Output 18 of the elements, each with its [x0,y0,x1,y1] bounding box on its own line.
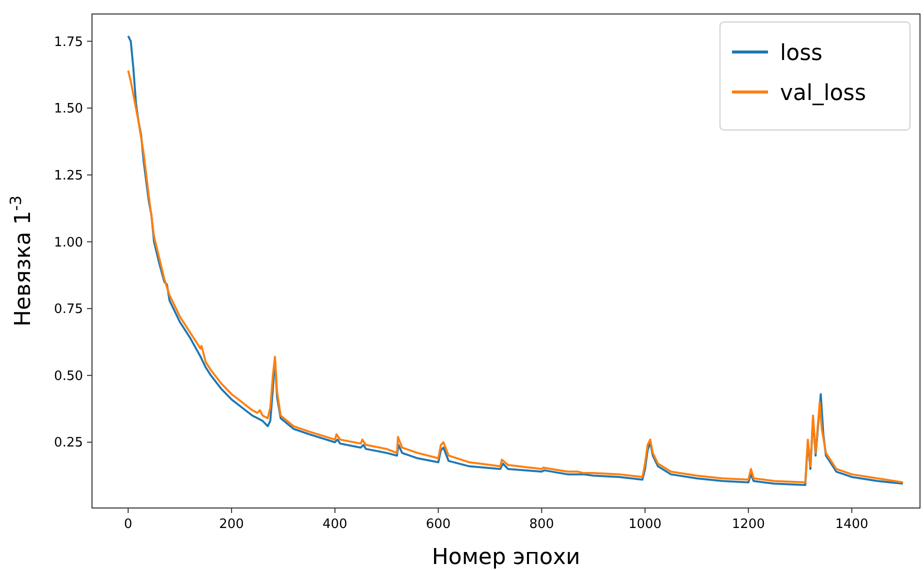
legend-label: loss [780,41,822,66]
y-tick-label: 0.75 [54,302,83,318]
y-tick-label: 1.75 [54,34,83,50]
x-tick-label: 400 [322,517,348,532]
y-tick-label: 0.50 [54,368,83,384]
x-tick-label: 0 [124,517,132,532]
legend-label: val_loss [780,81,866,106]
y-tick-label: 1.50 [54,102,83,117]
x-tick-label: 600 [426,517,451,532]
y-tick-label: 1.25 [54,168,83,184]
y-tick-label: 0.25 [54,436,83,451]
x-axis-title: Номер эпохи [432,545,580,570]
y-tick-label: 1.00 [54,235,83,250]
x-tick-label: 1400 [835,517,868,532]
x-tick-label: 800 [529,517,554,532]
x-tick-label: 200 [219,517,244,532]
x-tick-label: 1000 [628,517,662,532]
x-tick-label: 1200 [732,517,765,532]
